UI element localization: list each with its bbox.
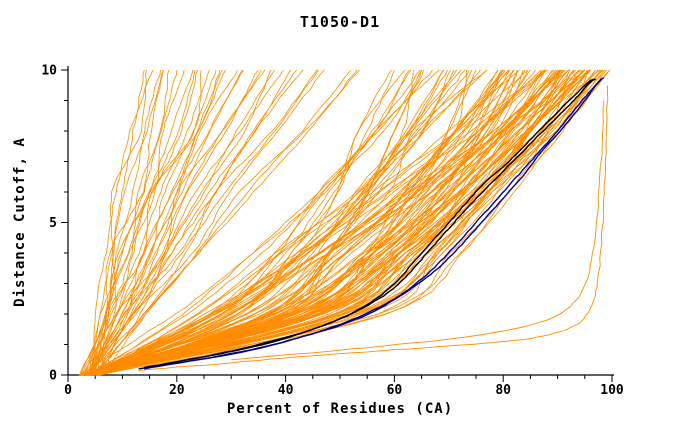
orange-model-curve (94, 69, 360, 376)
orange-model-curve (84, 69, 223, 376)
black-highlight-curve (138, 78, 596, 370)
orange-model-curve (80, 69, 164, 376)
orange-model-curve (97, 69, 506, 376)
x-tick-label-80: 80 (495, 383, 511, 398)
orange-model-curve (86, 69, 423, 376)
orange-model-curve (86, 69, 325, 376)
orange-model-curve (86, 69, 318, 376)
orange-model-curve (89, 69, 210, 376)
orange-model-curve (94, 69, 582, 376)
orange-model-curve (93, 69, 198, 376)
orange-model-curve (88, 69, 586, 376)
orange-model-curve (82, 69, 542, 376)
y-tick-label-10: 10 (41, 64, 57, 79)
black-highlight-curves (138, 78, 596, 370)
orange-model-curve (102, 69, 284, 376)
orange-model-curve (96, 69, 562, 376)
orange-model-curve (91, 69, 154, 376)
orange-model-curve (89, 69, 520, 376)
orange-model-curve (86, 69, 571, 376)
black-highlight-curve (144, 78, 594, 369)
x-tick-label-20: 20 (169, 383, 185, 398)
blue-highlight-curves (144, 77, 605, 370)
orange-model-curve (89, 69, 304, 376)
x-tick-label-100: 100 (600, 383, 624, 398)
orange-model-curve (89, 69, 245, 376)
orange-model-curve (94, 69, 392, 376)
orange-model-curve (89, 69, 319, 376)
orange-model-curves (78, 69, 611, 376)
orange-model-curve (94, 69, 272, 376)
orange-model-curve (89, 69, 185, 376)
x-tick-label-0: 0 (64, 383, 72, 398)
orange-model-curve (96, 69, 592, 376)
orange-model-curve (83, 69, 194, 376)
orange-model-curve (87, 69, 611, 376)
y-tick-label-0: 0 (49, 369, 57, 384)
orange-model-curve (81, 69, 291, 376)
blue-highlight-curve (149, 77, 605, 369)
x-tick-label-60: 60 (387, 383, 403, 398)
orange-model-curve (92, 69, 217, 376)
orange-model-curve (79, 69, 440, 376)
y-tick-label-5: 5 (49, 216, 57, 231)
orange-model-curve (94, 69, 352, 376)
orange-model-curve (96, 69, 481, 376)
orange-model-curve (85, 69, 548, 376)
orange-outlier-curve (231, 100, 605, 361)
orange-model-curve (103, 69, 358, 376)
orange-model-curve (79, 69, 529, 376)
orange-model-curve (89, 69, 433, 376)
orange-model-curve (84, 69, 448, 376)
orange-model-curve (89, 69, 607, 376)
orange-model-curve (98, 69, 510, 376)
orange-model-curve (89, 69, 395, 376)
orange-model-curve (99, 69, 458, 376)
orange-model-curve (78, 69, 170, 376)
chart-title: T1050-D1 (299, 13, 381, 31)
orange-model-curve (78, 69, 591, 376)
orange-model-curve (82, 69, 262, 376)
x-tick-label-40: 40 (278, 383, 294, 398)
x-axis-label: Percent of Residues (CA) (226, 401, 454, 417)
orange-model-curve (89, 69, 422, 376)
orange-model-curve (99, 69, 566, 376)
orange-outlier-curve (138, 85, 609, 371)
orange-model-curve (97, 69, 470, 376)
orange-model-curve (100, 69, 164, 376)
orange-model-curve (97, 69, 488, 376)
